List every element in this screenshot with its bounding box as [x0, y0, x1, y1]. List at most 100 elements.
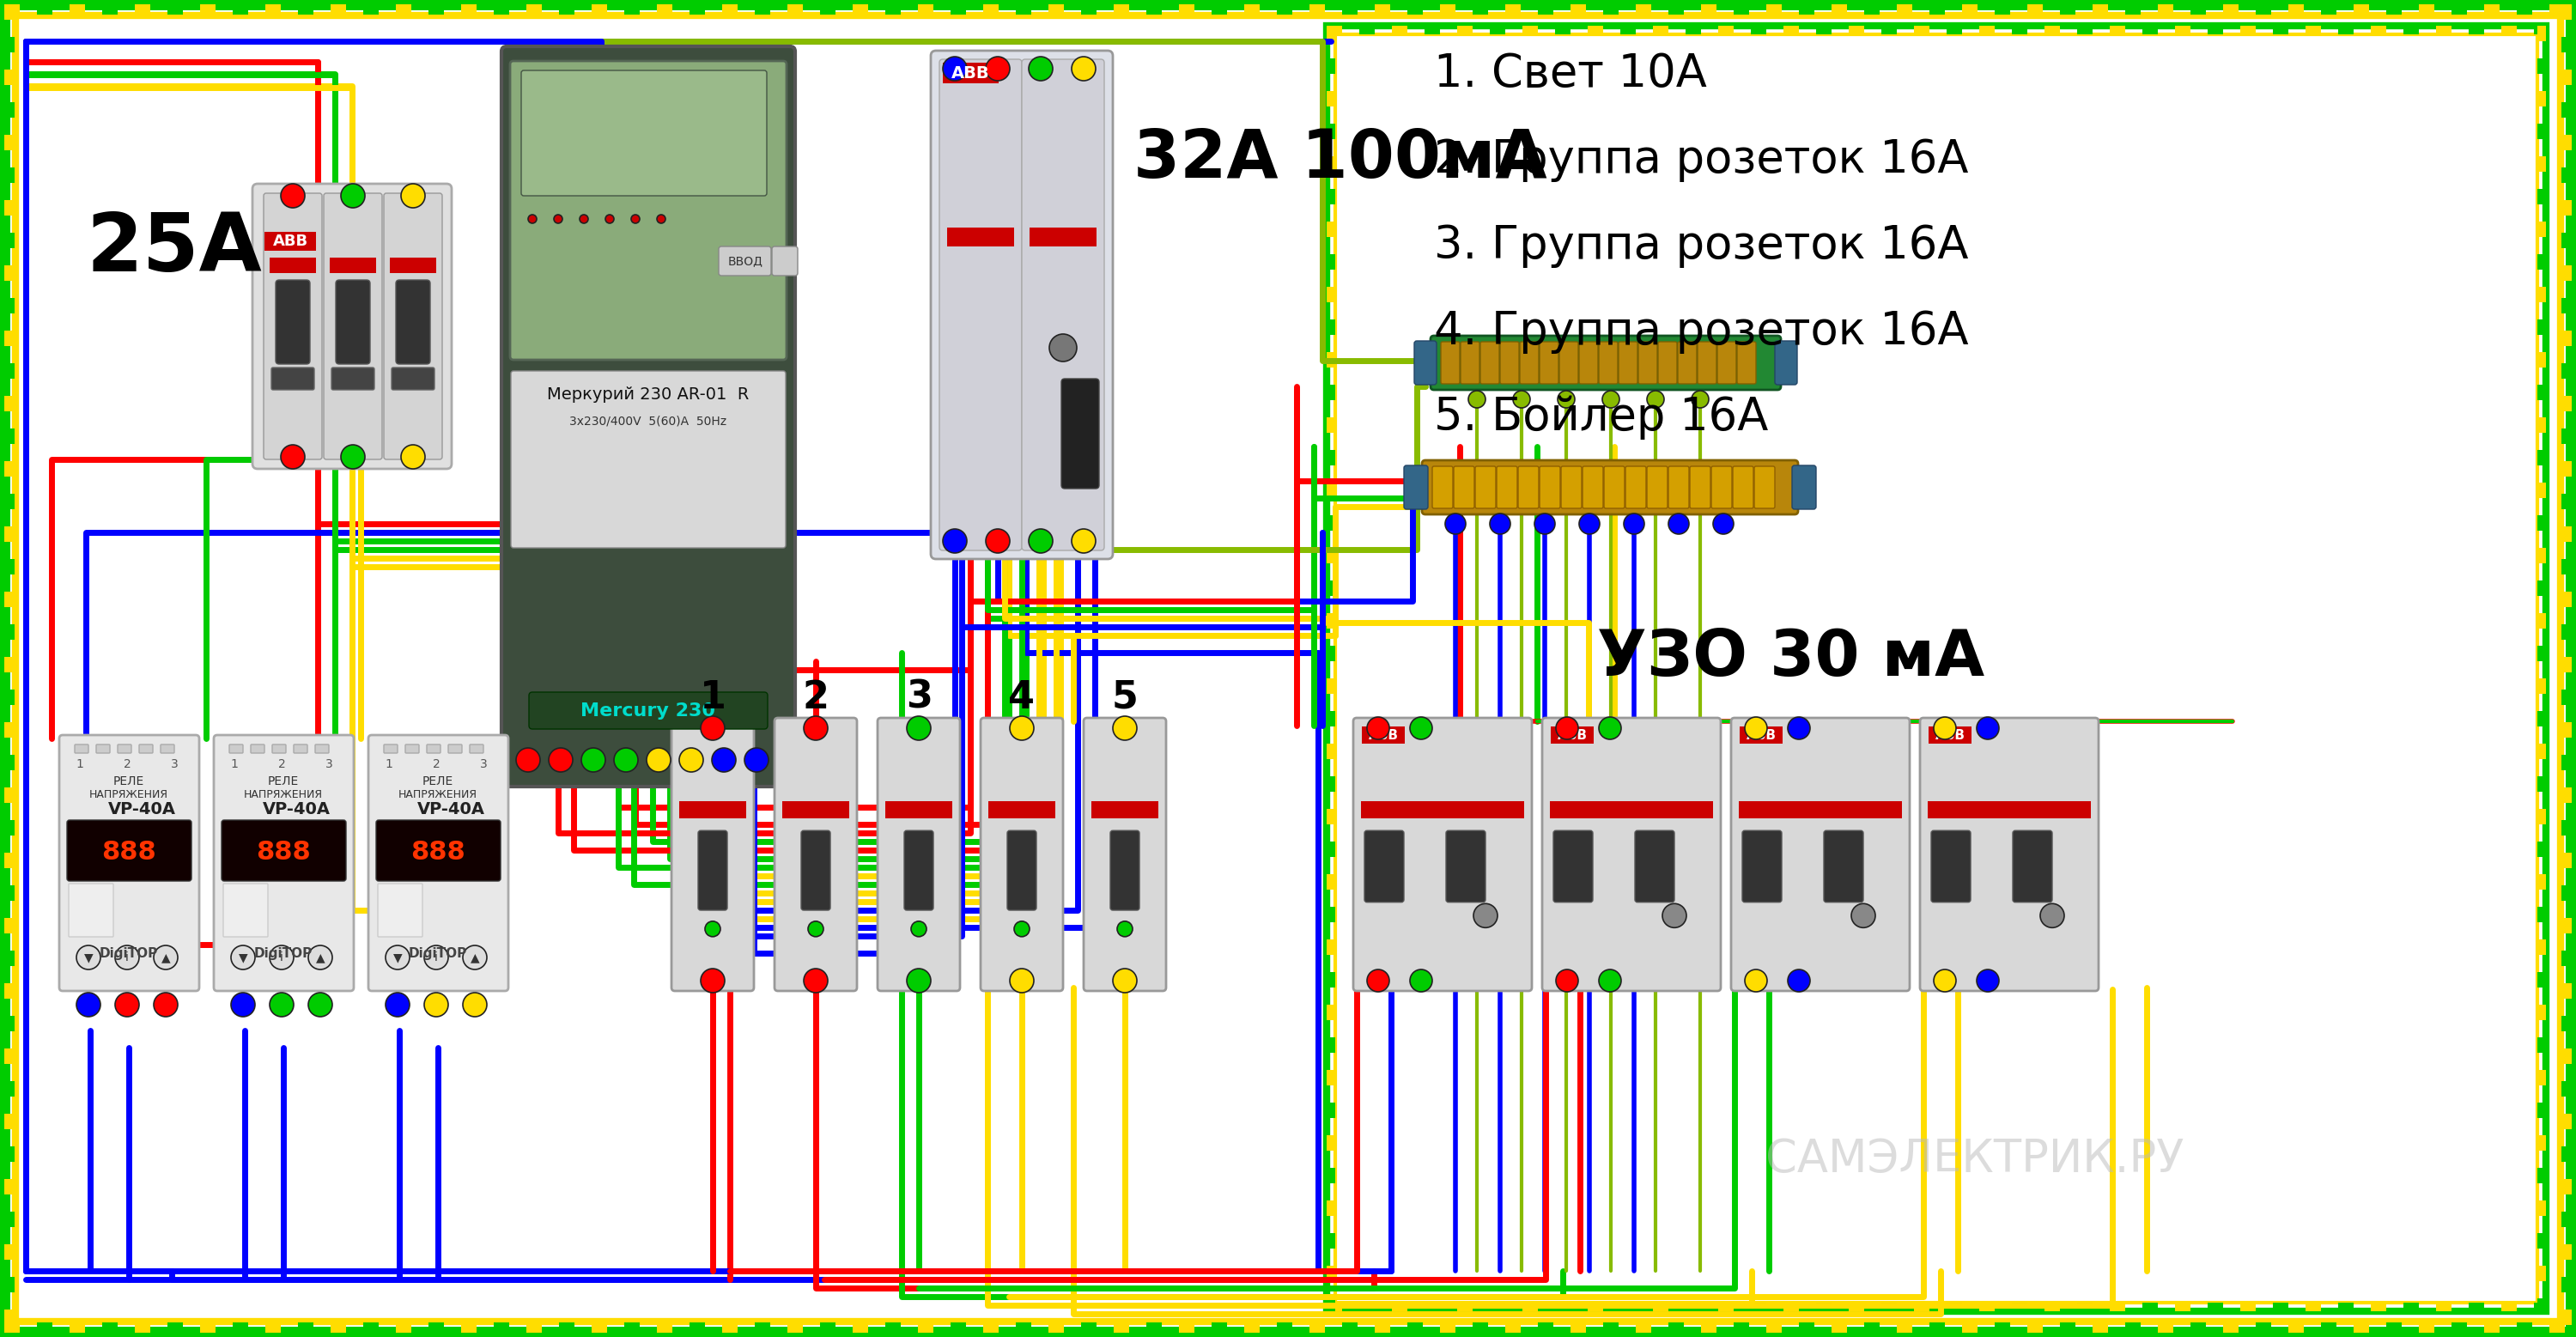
Circle shape: [1072, 56, 1095, 80]
Circle shape: [1558, 390, 1574, 408]
Bar: [2537, 711, 2545, 726]
FancyBboxPatch shape: [1579, 342, 1597, 384]
Bar: [2561, 461, 2571, 476]
Bar: [5, 135, 15, 150]
Bar: [2537, 1298, 2545, 1314]
Bar: [2483, 1322, 2499, 1333]
FancyBboxPatch shape: [773, 246, 799, 275]
Circle shape: [1788, 717, 1811, 739]
Bar: [1363, 726, 1404, 743]
Bar: [2339, 25, 2354, 35]
Bar: [1896, 4, 1911, 15]
Bar: [1327, 156, 1334, 171]
Bar: [2561, 983, 2571, 999]
Bar: [2272, 25, 2287, 35]
Bar: [1700, 1322, 1716, 1333]
Bar: [2045, 1302, 2061, 1312]
Bar: [2287, 4, 2303, 15]
Bar: [5, 1277, 15, 1293]
Bar: [2159, 4, 2174, 15]
Bar: [2125, 1322, 2141, 1333]
Bar: [2306, 1302, 2321, 1312]
Bar: [1556, 25, 1571, 35]
Bar: [2257, 1322, 2272, 1333]
FancyBboxPatch shape: [229, 745, 242, 753]
Bar: [167, 4, 183, 15]
Bar: [2537, 254, 2545, 270]
Text: ABB: ABB: [1368, 729, 1399, 742]
Circle shape: [1512, 390, 1530, 408]
Circle shape: [549, 747, 572, 771]
Bar: [2537, 906, 2545, 923]
Circle shape: [309, 945, 332, 969]
Bar: [2561, 298, 2571, 313]
Bar: [1406, 1322, 1422, 1333]
Bar: [1391, 1302, 1406, 1312]
Bar: [2561, 265, 2571, 281]
FancyBboxPatch shape: [1690, 467, 1710, 508]
Circle shape: [1976, 969, 1999, 992]
Bar: [2537, 614, 2545, 628]
FancyBboxPatch shape: [397, 279, 430, 364]
Bar: [2468, 1302, 2483, 1312]
Bar: [1327, 483, 1334, 499]
FancyBboxPatch shape: [1677, 342, 1698, 384]
Bar: [1929, 1322, 1945, 1333]
Bar: [1327, 417, 1334, 433]
Bar: [1914, 1302, 1929, 1312]
Bar: [2537, 25, 2545, 41]
Circle shape: [1028, 56, 1054, 80]
FancyBboxPatch shape: [1023, 59, 1105, 551]
Bar: [5, 37, 15, 52]
Bar: [495, 1322, 510, 1333]
Bar: [2143, 1302, 2159, 1312]
Bar: [5, 559, 15, 575]
Circle shape: [580, 215, 587, 223]
Text: ▼: ▼: [240, 952, 247, 964]
Bar: [5, 624, 15, 639]
Text: VP-40A: VP-40A: [108, 801, 175, 817]
Bar: [36, 1322, 52, 1333]
Bar: [1244, 1322, 1260, 1333]
Bar: [1406, 4, 1422, 15]
Bar: [2257, 4, 2272, 15]
Circle shape: [116, 945, 139, 969]
Text: ▼: ▼: [85, 952, 93, 964]
FancyBboxPatch shape: [1741, 830, 1783, 902]
Bar: [5, 493, 15, 509]
FancyBboxPatch shape: [502, 47, 796, 786]
Bar: [2537, 1167, 2545, 1183]
Bar: [2561, 722, 2571, 738]
FancyBboxPatch shape: [448, 745, 461, 753]
Bar: [1458, 25, 1473, 35]
Bar: [2550, 4, 2566, 15]
Bar: [1685, 1302, 1700, 1312]
Bar: [1929, 726, 1971, 743]
Bar: [2561, 1277, 2571, 1293]
FancyBboxPatch shape: [250, 745, 265, 753]
Bar: [2537, 1070, 2545, 1086]
Bar: [5, 4, 21, 15]
Bar: [1620, 25, 1636, 35]
Bar: [1752, 25, 1767, 35]
Bar: [70, 4, 85, 15]
Circle shape: [425, 945, 448, 969]
Circle shape: [1976, 717, 1999, 739]
Bar: [1963, 4, 1978, 15]
Circle shape: [1662, 904, 1687, 928]
Bar: [1669, 4, 1685, 15]
Bar: [2561, 853, 2571, 868]
Bar: [2241, 1302, 2257, 1312]
Bar: [2110, 1302, 2125, 1312]
Circle shape: [804, 717, 827, 741]
Bar: [657, 4, 672, 15]
Bar: [1048, 4, 1064, 15]
FancyBboxPatch shape: [930, 51, 1113, 559]
Bar: [2537, 874, 2545, 889]
Bar: [1767, 4, 1783, 15]
Bar: [1113, 4, 1128, 15]
FancyBboxPatch shape: [379, 884, 422, 937]
Text: ABB: ABB: [1556, 729, 1587, 742]
FancyBboxPatch shape: [510, 370, 786, 548]
Bar: [1092, 801, 1159, 818]
